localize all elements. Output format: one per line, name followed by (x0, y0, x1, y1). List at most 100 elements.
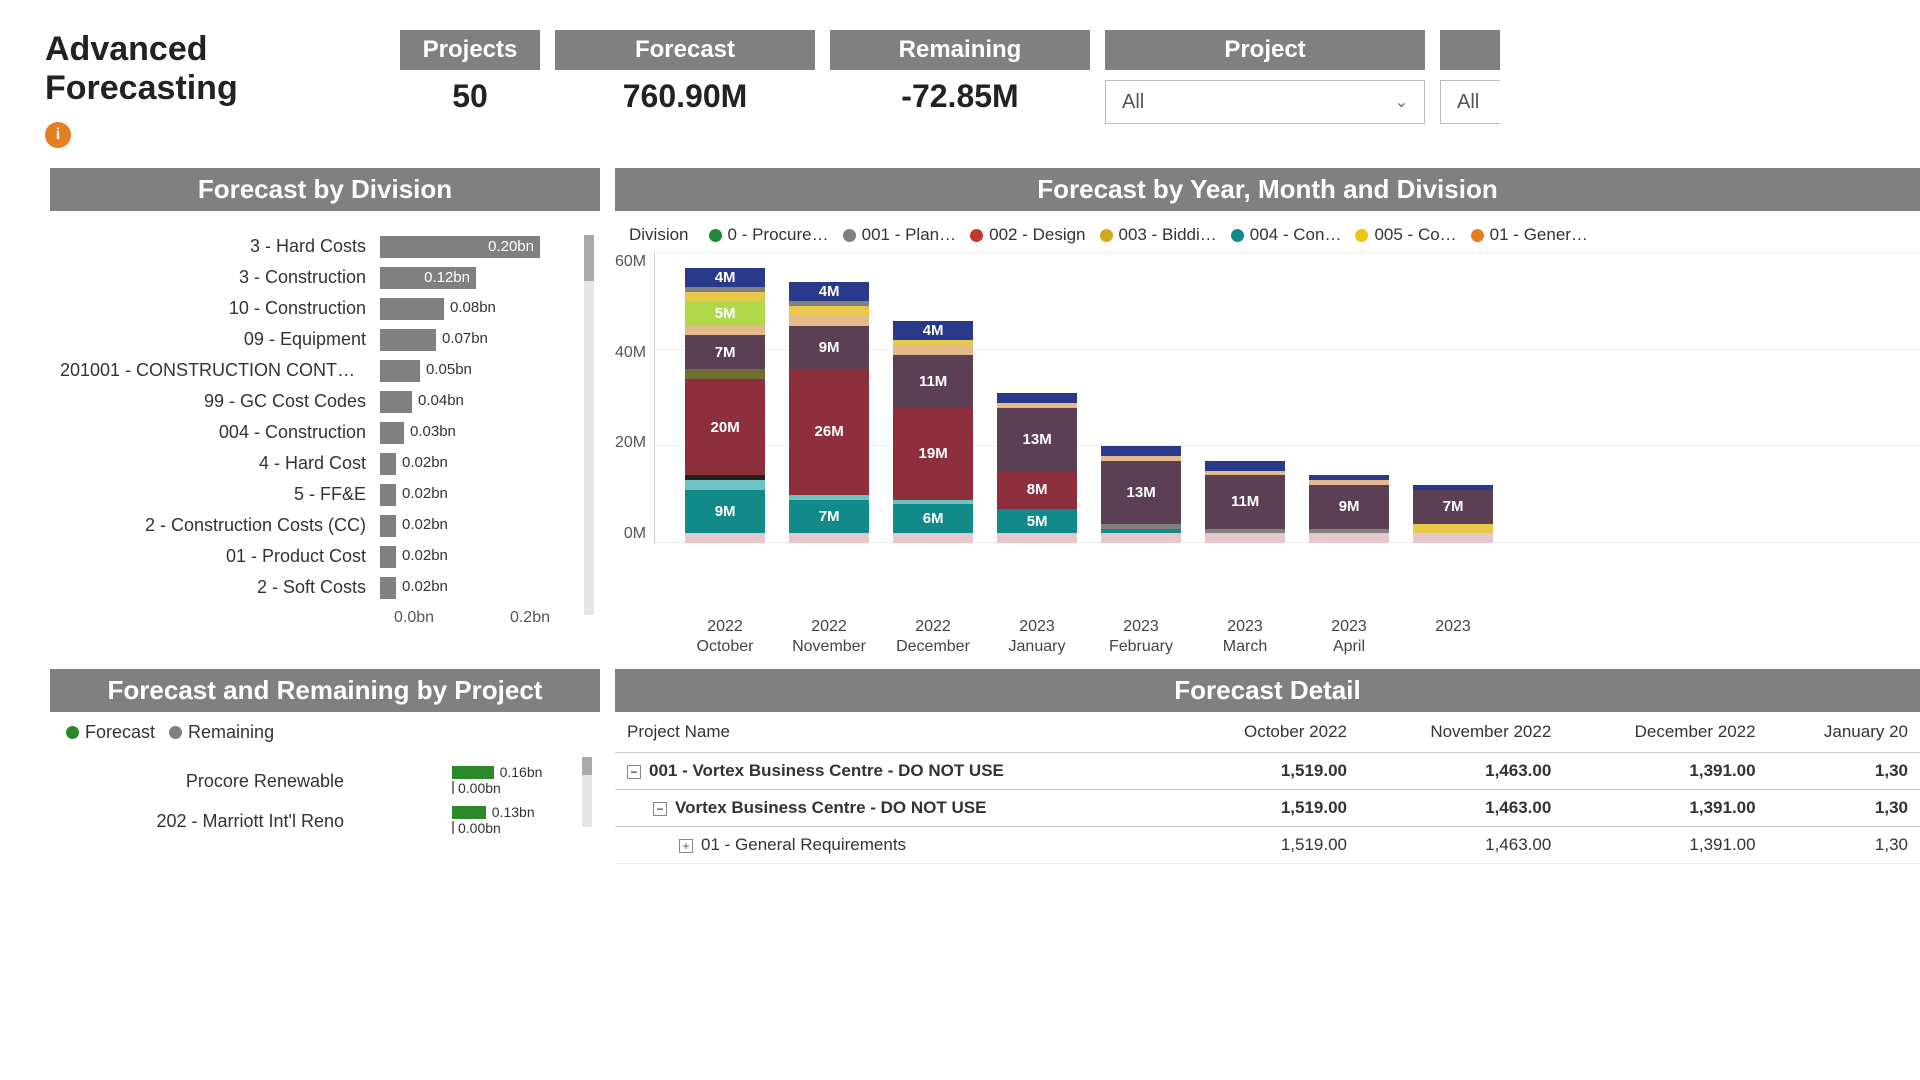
stacked-segment (685, 326, 765, 336)
hbar-label: 3 - Construction (60, 267, 380, 288)
legend-item[interactable]: Remaining (169, 722, 274, 743)
legend-label: 001 - Plan… (862, 225, 957, 245)
stacked-column[interactable]: 11M (1205, 461, 1285, 543)
kpi-projects-value: 50 (452, 70, 488, 115)
stacked-segment: 4M (893, 321, 973, 340)
x-axis-label: 2022October (685, 617, 765, 657)
stacked-segment (789, 306, 869, 316)
forecast-detail-table[interactable]: Project NameOctober 2022November 2022Dec… (615, 712, 1920, 864)
kpi-forecast-value: 760.90M (623, 70, 748, 115)
hbar-label: 4 - Hard Cost (60, 453, 380, 474)
forecast-remaining-chart[interactable]: Procore Renewable0.16bn0.00bn202 - Marri… (50, 747, 600, 841)
stacked-bars: 9M20M7M5M4M7M26M9M4M6M19M11M4M5M8M13M13M… (655, 253, 1920, 543)
stacked-segment: 26M (789, 369, 869, 495)
legend-item[interactable]: Forecast (66, 722, 155, 743)
stacked-segment (1309, 533, 1389, 543)
legend-item[interactable]: 003 - Biddi… (1100, 225, 1217, 245)
legend-item[interactable]: 0 - Procure… (709, 225, 829, 245)
table-header[interactable]: October 2022 (1180, 712, 1359, 753)
project-name-cell: −Vortex Business Centre - DO NOT USE (615, 790, 1180, 827)
filter-project: Project All ⌄ (1105, 30, 1425, 124)
hbar-row[interactable]: 5 - FF&E0.02bn (60, 479, 570, 510)
stacked-segment (685, 369, 765, 379)
hbar-row[interactable]: 4 - Hard Cost0.02bn (60, 448, 570, 479)
table-cell: 1,391.00 (1563, 827, 1767, 864)
project-row[interactable]: 202 - Marriott Int'l Reno0.13bn0.00bn (60, 801, 590, 841)
hbar-row[interactable]: 3 - Hard Costs0.20bn (60, 231, 570, 262)
stacked-segment: 7M (1413, 490, 1493, 524)
forecast-by-month-chart[interactable]: Division0 - Procure…001 - Plan…002 - Des… (615, 211, 1920, 657)
table-cell: 1,519.00 (1180, 790, 1359, 827)
x-axis-label: 2023April (1309, 617, 1389, 657)
legend-label: 005 - Co… (1374, 225, 1456, 245)
tree-toggle-icon[interactable]: + (679, 839, 693, 853)
kpi-forecast: Forecast 760.90M (555, 30, 815, 115)
x-axis-label: 2023 (1413, 617, 1493, 657)
page-title: Advanced Forecasting (45, 30, 385, 108)
stacked-segment (1101, 533, 1181, 543)
table-row[interactable]: −Vortex Business Centre - DO NOT USE1,51… (615, 790, 1920, 827)
stacked-segment (789, 533, 869, 543)
stacked-segment: 5M (997, 509, 1077, 533)
hbar-x-axis: 0.0bn0.2bn (60, 603, 570, 627)
hbar-row[interactable]: 09 - Equipment0.07bn (60, 324, 570, 355)
stacked-segment: 8M (997, 471, 1077, 510)
legend-item[interactable]: 002 - Design (970, 225, 1085, 245)
kpi-projects-label: Projects (400, 30, 540, 70)
table-header[interactable]: January 20 (1768, 712, 1920, 753)
legend-dot-icon (1471, 229, 1484, 242)
hbar-row[interactable]: 201001 - CONSTRUCTION CONTR…0.05bn (60, 355, 570, 386)
legend-label: 003 - Biddi… (1119, 225, 1217, 245)
stacked-segment (997, 533, 1077, 543)
stacked-segment (1101, 446, 1181, 456)
stacked-column[interactable]: 6M19M11M4M (893, 321, 973, 543)
charts-row: Forecast by Division 3 - Hard Costs0.20b… (0, 168, 1920, 657)
stacked-column[interactable]: 9M (1309, 475, 1389, 543)
filter-project-dropdown[interactable]: All ⌄ (1105, 80, 1425, 124)
table-header[interactable]: Project Name (615, 712, 1180, 753)
stacked-segment: 20M (685, 379, 765, 476)
project-label: Procore Renewable (60, 771, 360, 792)
stacked-column[interactable]: 9M20M7M5M4M (685, 268, 765, 543)
hbar-row[interactable]: 2 - Construction Costs (CC)0.02bn (60, 510, 570, 541)
stacked-segment: 6M (893, 504, 973, 533)
hbar-row[interactable]: 99 - GC Cost Codes0.04bn (60, 386, 570, 417)
legend-dot-icon (970, 229, 983, 242)
x-axis-label: 2022November (789, 617, 869, 657)
project-row[interactable]: Procore Renewable0.16bn0.00bn (60, 761, 590, 801)
legend-label: Forecast (85, 722, 155, 743)
stacked-segment: 13M (1101, 461, 1181, 524)
stacked-column[interactable]: 7M (1413, 485, 1493, 543)
kpi-projects: Projects 50 (400, 30, 540, 115)
tree-toggle-icon[interactable]: − (653, 802, 667, 816)
info-icon[interactable]: i (45, 122, 71, 148)
hbar-row[interactable]: 004 - Construction0.03bn (60, 417, 570, 448)
table-header[interactable]: November 2022 (1359, 712, 1563, 753)
project-label: 202 - Marriott Int'l Reno (60, 811, 360, 832)
tree-toggle-icon[interactable]: − (627, 765, 641, 779)
forecast-by-division-chart[interactable]: 3 - Hard Costs0.20bn3 - Construction0.12… (50, 211, 600, 641)
scrollbar-track[interactable] (584, 235, 594, 615)
kpi-remaining: Remaining -72.85M (830, 30, 1090, 115)
stacked-segment (893, 533, 973, 543)
hbar-row[interactable]: 3 - Construction0.12bn (60, 262, 570, 293)
legend-item[interactable]: 001 - Plan… (843, 225, 957, 245)
legend-item[interactable]: 005 - Co… (1355, 225, 1456, 245)
hbar-row[interactable]: 2 - Soft Costs0.02bn (60, 572, 570, 603)
scrollbar-thumb[interactable] (584, 235, 594, 281)
stacked-plot: 9M20M7M5M4M7M26M9M4M6M19M11M4M5M8M13M13M… (654, 253, 1920, 543)
table-row[interactable]: +01 - General Requirements1,519.001,463.… (615, 827, 1920, 864)
stacked-segment: 13M (997, 408, 1077, 471)
hbar-row[interactable]: 10 - Construction0.08bn (60, 293, 570, 324)
filter-secondary-dropdown[interactable]: All (1440, 80, 1500, 124)
stacked-column[interactable]: 13M (1101, 446, 1181, 543)
legend-item[interactable]: 01 - Gener… (1471, 225, 1588, 245)
filter-project-selected: All (1122, 91, 1144, 114)
stacked-column[interactable]: 5M8M13M (997, 393, 1077, 543)
table-header[interactable]: December 2022 (1563, 712, 1767, 753)
hbar-row[interactable]: 01 - Product Cost0.02bn (60, 541, 570, 572)
stacked-column[interactable]: 7M26M9M4M (789, 282, 869, 543)
legend-item[interactable]: 004 - Con… (1231, 225, 1342, 245)
table-row[interactable]: −001 - Vortex Business Centre - DO NOT U… (615, 753, 1920, 790)
forecast-remaining-panel: Forecast and Remaining by Project Foreca… (50, 669, 600, 864)
